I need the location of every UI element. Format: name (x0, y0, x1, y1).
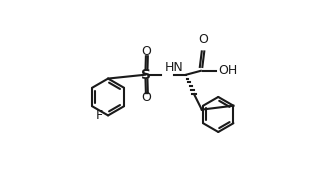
Text: HN: HN (165, 61, 184, 74)
Text: O: O (142, 91, 151, 105)
Text: F: F (96, 109, 103, 122)
Text: O: O (142, 45, 151, 58)
Text: OH: OH (218, 64, 237, 77)
Text: O: O (198, 33, 208, 46)
Text: S: S (141, 68, 151, 82)
